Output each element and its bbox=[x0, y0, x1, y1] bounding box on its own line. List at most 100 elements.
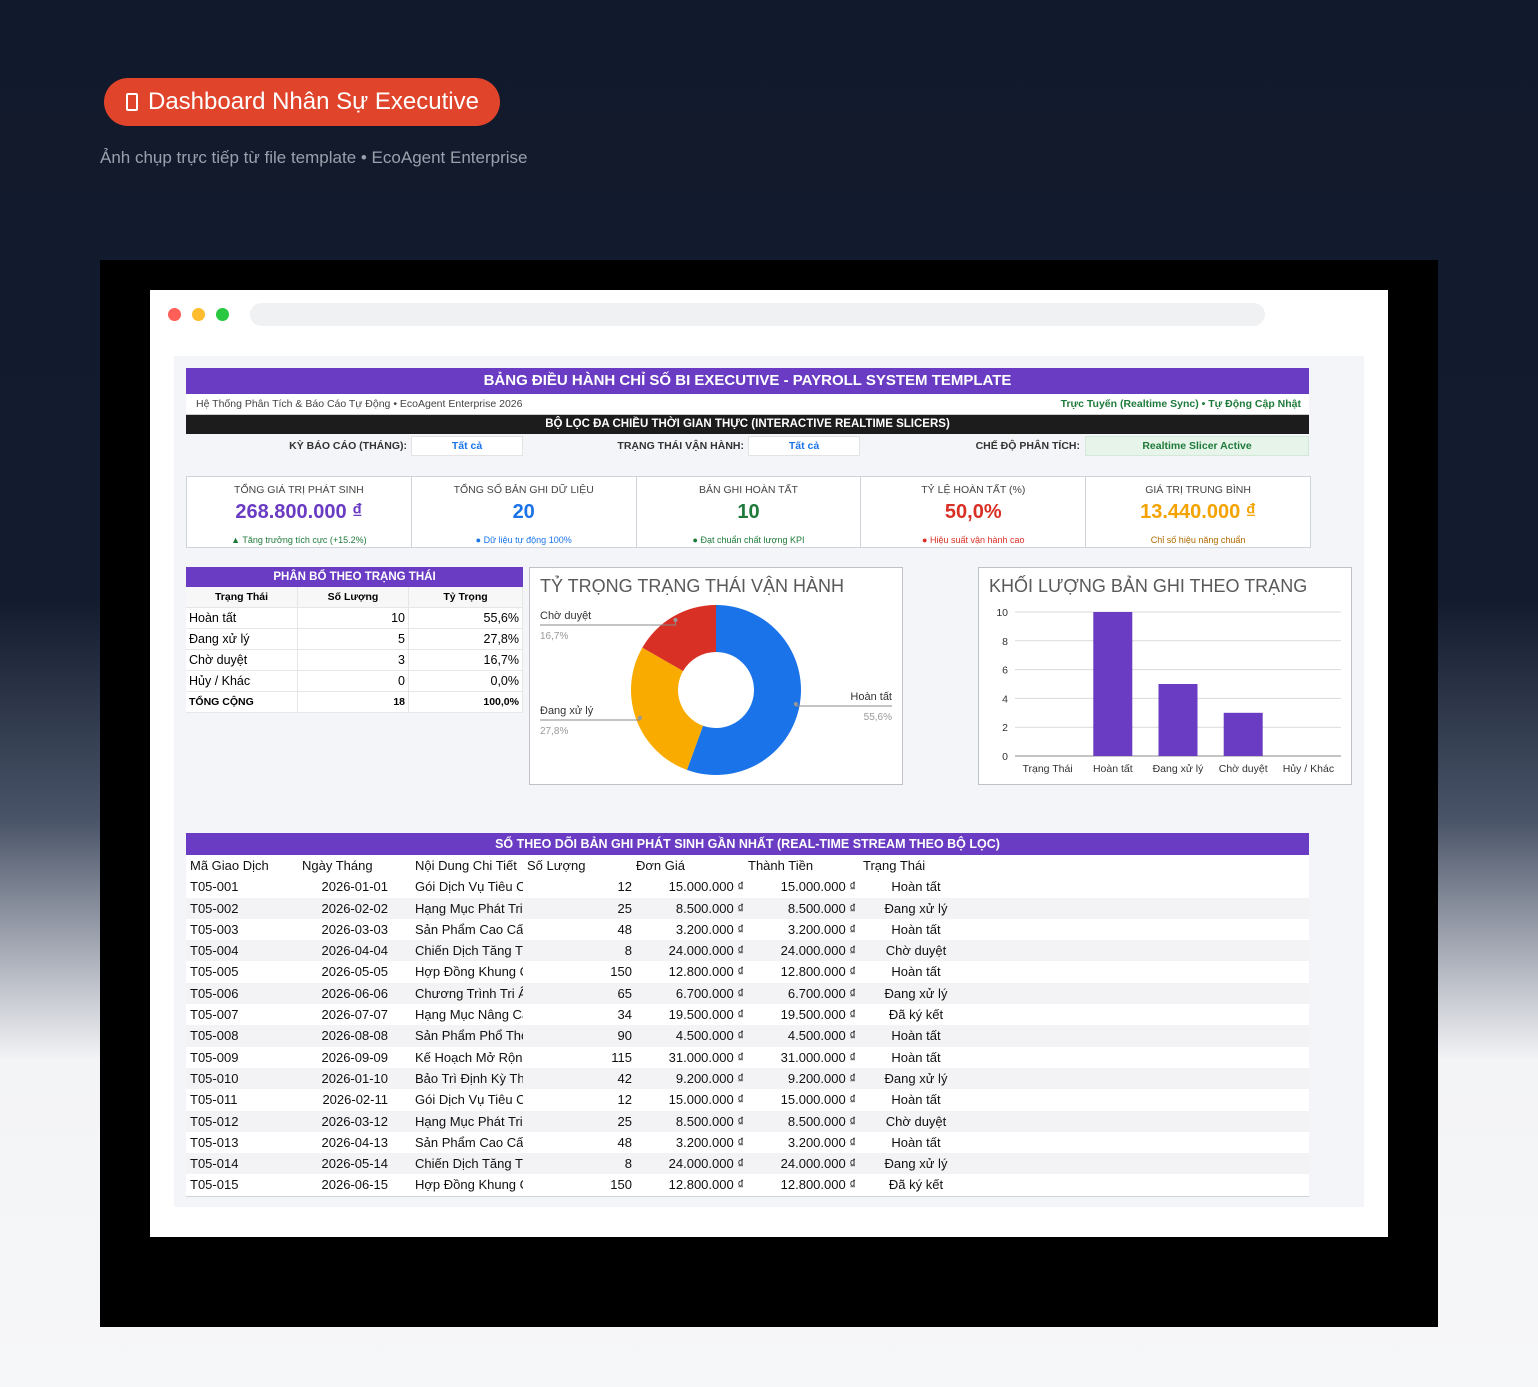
amount-cell: 8.500.000 ₫ bbox=[787, 1113, 856, 1129]
quantity-cell: 34 bbox=[617, 1007, 632, 1023]
column-header: Số Lượng bbox=[527, 858, 586, 873]
quantity-cell: 150 bbox=[610, 964, 632, 980]
kpi-label: BẢN GHI HOÀN TẤT bbox=[698, 484, 798, 496]
status-filter[interactable]: Tất cả bbox=[748, 436, 860, 456]
table-row: Đang xử lý 5 27,8% bbox=[186, 628, 523, 650]
ledger-header-row: Mã Giao Dịch Ngày Tháng Nội Dung Chi Tiế… bbox=[186, 855, 1309, 876]
date-cell: 2026-09-09 bbox=[321, 1049, 389, 1065]
bar bbox=[1093, 612, 1133, 756]
amount-cell: 24.000.000 ₫ bbox=[780, 943, 856, 959]
unit-price-cell: 24.000.000 ₫ bbox=[668, 1156, 744, 1172]
share-cell: 0,0% bbox=[408, 670, 523, 692]
unit-price-cell: 12.800.000 ₫ bbox=[668, 964, 744, 980]
slice-label: Chờ duyệt bbox=[540, 610, 591, 622]
status-cell: Chờ duyệt bbox=[885, 943, 947, 959]
table-row[interactable]: T05-002 2026-02-02 Hạng Mục Phát Tri 25 8.50… bbox=[186, 897, 1309, 919]
table-row[interactable]: T05-013 2026-04-13 Sản Phẩm Cao Cấp 48 3.200… bbox=[186, 1132, 1309, 1153]
quantity-cell: 42 bbox=[617, 1070, 632, 1086]
table-row[interactable]: T05-003 2026-03-03 Sản Phẩm Cao Cấp 48 3.200… bbox=[186, 919, 1309, 940]
table-row[interactable]: T05-004 2026-04-04 Chiến Dịch Tăng Tr 8 24.0… bbox=[186, 940, 1309, 962]
minimize-dot-icon[interactable] bbox=[192, 308, 205, 321]
status-cell: Hoàn tất bbox=[891, 1134, 941, 1150]
description-cell: Sản Phẩm Phổ Thô bbox=[415, 1028, 523, 1044]
kpi-note: Chỉ số hiệu năng chuẩn bbox=[1150, 535, 1246, 545]
table-row[interactable]: T05-015 2026-06-15 Hợp Đồng Khung C 150 12.8… bbox=[186, 1174, 1309, 1195]
dashboard-badge[interactable]: Dashboard Nhân Sự Executive bbox=[104, 78, 500, 126]
kpi-cards: TỔNG GIÁ TRỊ PHÁT SINH 268.800.000 ₫ ▲ T… bbox=[186, 476, 1311, 548]
slice-label: Hoàn tất bbox=[850, 691, 892, 703]
kpi-note: ● Dữ liệu tự động 100% bbox=[475, 535, 572, 545]
status-cell: Đang xử lý bbox=[884, 1070, 948, 1086]
count-cell: 0 bbox=[297, 670, 409, 692]
amount-cell: 24.000.000 ₫ bbox=[780, 1156, 856, 1172]
total-label: TỔNG CỘNG bbox=[186, 691, 298, 713]
mode-filter-label: CHẾ ĐỘ PHÂN TÍCH: bbox=[975, 440, 1080, 452]
address-bar[interactable] bbox=[250, 303, 1265, 326]
donut-slice bbox=[642, 605, 716, 672]
kpi-card: TỔNG SỐ BẢN GHI DỮ LIỆU 20 ● Dữ liệu tự … bbox=[412, 477, 637, 547]
kpi-value: 20 bbox=[512, 501, 535, 523]
page-caption: Ảnh chụp trực tiếp từ file template • Ec… bbox=[100, 148, 528, 167]
table-row[interactable]: T05-011 2026-02-11 Gói Dịch Vụ Tiêu C 12 15.… bbox=[186, 1089, 1309, 1110]
quantity-cell: 48 bbox=[617, 921, 632, 937]
total-share: 100,0% bbox=[408, 691, 523, 713]
amount-cell: 31.000.000 ₫ bbox=[780, 1049, 856, 1065]
y-tick-label: 0 bbox=[1002, 751, 1008, 763]
spreadsheet: BẢNG ĐIỀU HÀNH CHỈ SỐ BI EXECUTIVE - PAY… bbox=[174, 356, 1364, 1207]
table-row[interactable]: T05-014 2026-05-14 Chiến Dịch Tăng Tr 8 24.0… bbox=[186, 1153, 1309, 1175]
table-row[interactable]: T05-006 2026-06-06 Chương Trình Tri Â 65 6.7… bbox=[186, 982, 1309, 1005]
status-cell: Đang xử lý bbox=[884, 985, 948, 1001]
donut-chart-svg: Hoàn tất 55,6% Đang xử lý 27,8% Chờ duyệt 16,… bbox=[540, 605, 892, 775]
status-cell: Hủy / Khác bbox=[186, 670, 298, 692]
table-row[interactable]: T05-001 2026-01-01 Gói Dịch Vụ Tiêu C 12 15.… bbox=[186, 876, 1309, 897]
status-cell: Chờ duyệt bbox=[186, 649, 298, 671]
maximize-dot-icon[interactable] bbox=[216, 308, 229, 321]
amount-cell: 12.800.000 ₫ bbox=[780, 1177, 856, 1193]
slice-label: Đang xử lý bbox=[540, 705, 594, 717]
table-row[interactable]: T05-012 2026-03-12 Hạng Mục Phát Tri 25 8.50… bbox=[186, 1110, 1309, 1132]
kpi-card: TỶ LỆ HOÀN TẤT (%) 50,0% ● Hiệu suất vận… bbox=[861, 477, 1087, 547]
period-filter[interactable]: Tất cả bbox=[411, 436, 523, 456]
unit-price-cell: 24.000.000 ₫ bbox=[668, 943, 744, 959]
table-row[interactable]: T05-008 2026-08-08 Sản Phẩm Phổ Thô 90 4.500… bbox=[186, 1025, 1309, 1047]
table-row[interactable]: T05-009 2026-09-09 Kế Hoạch Mở Rộn 115 31.00… bbox=[186, 1047, 1309, 1068]
total-count: 18 bbox=[297, 691, 409, 713]
column-header: Thành Tiền bbox=[748, 858, 814, 873]
table-row[interactable]: T05-005 2026-05-05 Hợp Đồng Khung C 150 12.8… bbox=[186, 961, 1309, 982]
report-subtitle-row: Hệ Thống Phân Tích & Báo Cáo Tự Động • E… bbox=[186, 394, 1309, 415]
x-tick-label: Chờ duyệt bbox=[1219, 763, 1268, 775]
date-cell: 2026-08-08 bbox=[321, 1028, 389, 1044]
document-icon bbox=[126, 93, 138, 111]
kpi-value: 10 bbox=[737, 501, 760, 523]
transaction-id: T05-012 bbox=[190, 1113, 239, 1129]
bar-chart-svg: 0 2 4 6 8 10 Trạng Thái Hoàn tất Đang xử lý Chờ d… bbox=[996, 607, 1341, 775]
kpi-label: TỔNG SỐ BẢN GHI DỮ LIỆU bbox=[453, 484, 594, 496]
transaction-id: T05-005 bbox=[190, 964, 239, 980]
description-cell: Chiến Dịch Tăng Tr bbox=[415, 943, 523, 959]
leader-dot bbox=[793, 702, 798, 707]
column-header: Số Lượng bbox=[297, 587, 409, 608]
status-cell: Đang xử lý bbox=[186, 628, 298, 650]
date-cell: 2026-01-01 bbox=[321, 879, 389, 895]
close-dot-icon[interactable] bbox=[168, 308, 181, 321]
status-cell: Hoàn tất bbox=[891, 1028, 941, 1044]
quantity-cell: 115 bbox=[611, 1049, 632, 1065]
x-tick-label: Trạng Thái bbox=[1022, 763, 1072, 775]
quantity-cell: 65 bbox=[617, 985, 632, 1001]
date-cell: 2026-04-04 bbox=[321, 943, 389, 959]
status-distribution-table: PHÂN BỔ THEO TRẠNG THÁI Trạng Thái Số Lư… bbox=[186, 567, 523, 713]
date-cell: 2026-02-11 bbox=[322, 1092, 388, 1108]
transaction-id: T05-015 bbox=[190, 1177, 239, 1193]
badge-label: Dashboard Nhân Sự Executive bbox=[148, 88, 479, 115]
table-row: Hoàn tất 10 55,6% bbox=[186, 607, 523, 629]
amount-cell: 9.200.000 ₫ bbox=[787, 1070, 856, 1086]
amount-cell: 3.200.000 ₫ bbox=[787, 1134, 856, 1150]
y-tick-label: 2 bbox=[1002, 722, 1008, 734]
table-row[interactable]: T05-010 2026-01-10 Bảo Trì Định Kỳ Th 42 9.2… bbox=[186, 1067, 1309, 1090]
mode-filter[interactable]: Realtime Slicer Active bbox=[1085, 436, 1309, 456]
description-cell: Gói Dịch Vụ Tiêu C bbox=[415, 879, 523, 895]
share-cell: 27,8% bbox=[408, 628, 523, 650]
table-row[interactable]: T05-007 2026-07-07 Hạng Mục Nâng Cấ 34 19.50… bbox=[186, 1004, 1309, 1025]
description-cell: Chương Trình Tri Â bbox=[415, 985, 523, 1001]
status-filter-label: TRẠNG THÁI VẬN HÀNH: bbox=[617, 440, 744, 452]
